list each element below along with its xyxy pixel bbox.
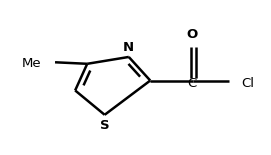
Text: Me: Me — [21, 57, 41, 70]
Text: N: N — [123, 41, 134, 54]
Text: S: S — [100, 119, 109, 132]
Text: O: O — [186, 28, 198, 41]
Text: Cl: Cl — [241, 77, 254, 90]
Text: C: C — [187, 77, 196, 90]
